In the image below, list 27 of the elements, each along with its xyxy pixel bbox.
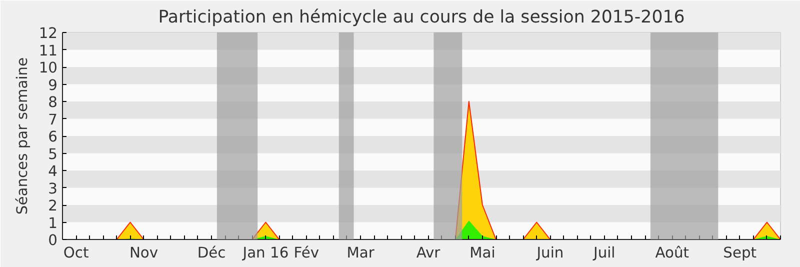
x-tick-label: Jan 16 — [242, 244, 289, 262]
y-tick-label: 0 — [48, 232, 58, 249]
y-axis-title: Séances par semaine — [14, 57, 31, 215]
x-tick-label: Nov — [129, 244, 158, 262]
x-tick-label: Juil — [592, 244, 616, 262]
y-tick-label: 10 — [38, 60, 58, 76]
x-tick-label: Juin — [536, 244, 564, 262]
x-tick-label: Fév — [294, 244, 320, 262]
y-tick-label: 3 — [48, 180, 58, 198]
y-tick-label: 8 — [48, 94, 58, 111]
x-tick-label: Oct — [63, 244, 89, 262]
chart-title: Participation en hémicycle au cours de la session 2015-2016 — [158, 8, 685, 28]
y-tick-label: 7 — [48, 111, 58, 128]
y-tick-label: 4 — [48, 163, 58, 180]
x-tick-label: Mai — [470, 244, 496, 262]
x-tick-label: Sept — [723, 244, 757, 262]
y-tick-label: 1 — [48, 214, 58, 232]
y-tick-label: 2 — [48, 198, 58, 214]
x-tick-label: Mar — [346, 244, 376, 262]
x-tick-label: Avr — [416, 244, 442, 262]
x-tick-label: Déc — [197, 244, 226, 262]
y-tick-label: 9 — [48, 76, 58, 94]
y-tick-label: 6 — [48, 128, 58, 146]
y-tick-label: 5 — [48, 146, 58, 163]
y-tick-label: 12 — [38, 25, 58, 42]
y-tick-label: 11 — [38, 42, 58, 60]
x-tick-label: Août — [655, 244, 690, 262]
